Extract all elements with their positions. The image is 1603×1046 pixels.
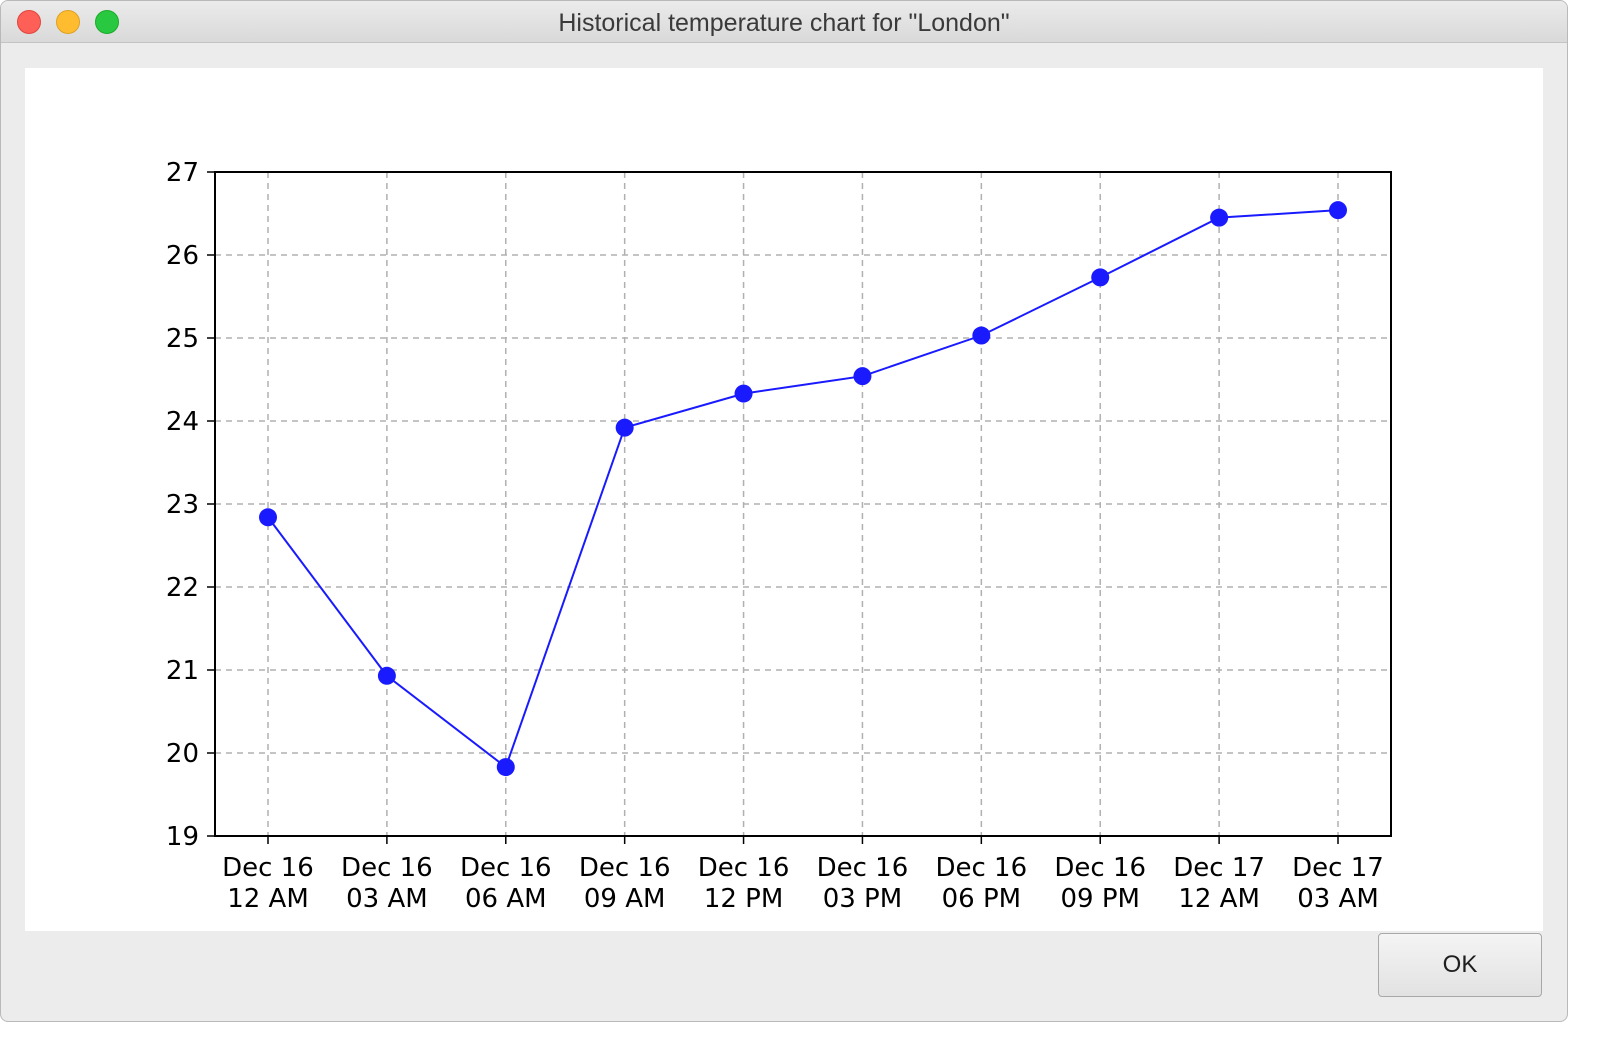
zoom-window-button[interactable] [95, 10, 119, 34]
x-tick-label: Dec 16 03 AM [341, 853, 433, 914]
x-tick-label: Dec 16 06 AM [460, 853, 552, 914]
data-point [259, 508, 277, 527]
y-tick-label: 19 [166, 822, 199, 852]
data-point [1091, 268, 1110, 287]
y-tick-label: 25 [166, 324, 199, 354]
minimize-window-button[interactable] [56, 10, 80, 34]
y-tick-label: 21 [166, 656, 199, 686]
series-line [267, 209, 1339, 769]
x-tick-label: Dec 16 12 PM [698, 853, 790, 914]
series-points [259, 201, 1347, 777]
grid-lines [215, 172, 1391, 836]
data-point [496, 758, 515, 777]
plot-panel: 19 20 21 22 23 24 25 26 27 Dec 16 12 AM Dec 16 03 AM… [25, 68, 1543, 931]
chart-dialog-window: Historical temperature chart for "London… [0, 0, 1568, 1022]
data-point [1329, 201, 1347, 220]
ok-button[interactable]: OK [1378, 933, 1542, 997]
axes [207, 171, 1392, 844]
y-tick-label: 20 [166, 739, 199, 769]
data-point [1210, 208, 1229, 227]
tick-labels: 19 20 21 22 23 24 25 26 27 Dec 16 12 AM Dec 16 03 AM… [166, 158, 1384, 914]
x-tick-label: Dec 16 12 AM [222, 853, 314, 914]
plot-frame [214, 171, 1392, 837]
data-point [615, 418, 634, 437]
temperature-line [267, 209, 1339, 769]
y-tick-label: 23 [166, 490, 199, 520]
y-tick-label: 22 [166, 573, 199, 603]
window-title: Historical temperature chart for "London… [558, 9, 1010, 37]
data-point [377, 666, 396, 685]
x-tick-label: Dec 16 06 PM [935, 853, 1027, 914]
y-tick-label: 24 [166, 407, 199, 437]
title-bar[interactable]: Historical temperature chart for "London… [1, 1, 1567, 43]
x-tick-label: Dec 16 03 PM [817, 853, 909, 914]
x-tick-label: Dec 16 09 AM [579, 853, 671, 914]
x-tick-label: Dec 17 12 AM [1173, 853, 1265, 914]
data-point [734, 384, 753, 403]
x-tick-label: Dec 16 09 PM [1054, 853, 1146, 914]
data-point [853, 367, 872, 386]
y-tick-label: 27 [166, 158, 199, 188]
data-point [972, 326, 991, 345]
y-tick-label: 26 [166, 241, 199, 271]
temperature-line-chart: 19 20 21 22 23 24 25 26 27 Dec 16 12 AM Dec 16 03 AM… [166, 158, 1392, 914]
x-tick-label: Dec 17 03 AM [1292, 853, 1384, 914]
close-window-button[interactable] [17, 10, 41, 34]
